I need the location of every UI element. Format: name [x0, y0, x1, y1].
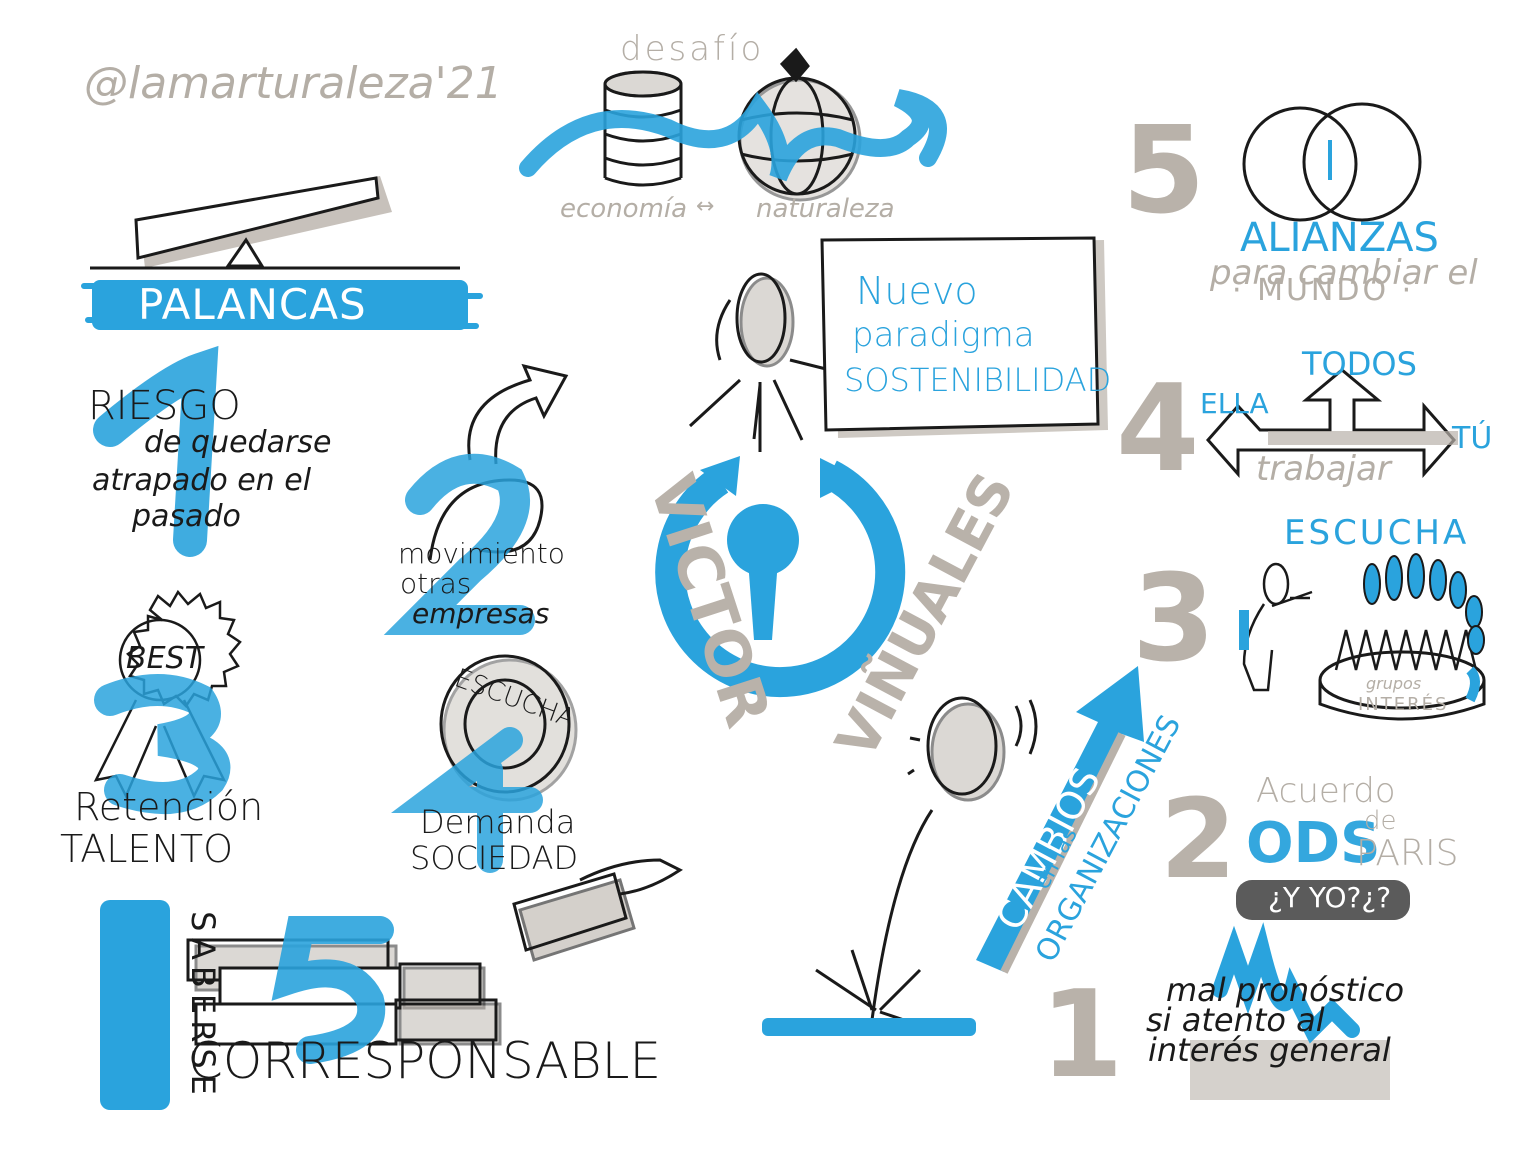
- audience-base-bottom: INTERÉS: [1358, 694, 1449, 715]
- left-2-line-2: otras: [400, 567, 472, 600]
- left-2-line-1: movimiento: [398, 537, 565, 570]
- economia-label: economía: [560, 194, 688, 224]
- crossroads-top: TODOS: [1302, 345, 1417, 383]
- acuerdo-line-1: Acuerdo: [1256, 771, 1396, 811]
- left-number-1-arrow: [93, 345, 219, 557]
- board-line-3: SOSTENIBILIDAD: [844, 361, 1112, 399]
- center-logo-icon: [655, 456, 906, 698]
- board-line-1: Nuevo: [856, 269, 978, 313]
- blue-number-5-stroke: [271, 916, 394, 1064]
- coin-stack-icon: [603, 70, 683, 187]
- economia-arrow: ↔: [696, 194, 715, 219]
- audience-icon: [1318, 553, 1486, 721]
- credit-text: @lamarturaleza'21: [84, 58, 503, 109]
- palancas-highlight: [81, 280, 483, 330]
- acuerdo-line-3: PARIS: [1356, 833, 1459, 874]
- left-5-line-1: CORRESPONSABLE: [188, 1032, 662, 1090]
- crossroads-arrows-icon: [1205, 368, 1458, 478]
- presentation-board: [820, 236, 1108, 438]
- escucha-title: ESCUCHA: [1284, 513, 1470, 553]
- listener-figure-icon: [1239, 562, 1313, 692]
- left-3-line-2: TALENTO: [60, 827, 233, 871]
- crossroads-left: ELLA: [1200, 387, 1269, 420]
- audience-base-top: grupos: [1366, 674, 1422, 693]
- right-1-line-3: interés general: [1148, 1031, 1391, 1069]
- yo-tag-label: ¿Y YO?¿?: [1268, 881, 1392, 914]
- blue-number-2-stroke: [383, 453, 535, 635]
- left-1-line-1: RIESGO: [88, 383, 241, 429]
- blue-zigzag: [1212, 922, 1360, 1044]
- right-5-line-2: para cambiar el: [1210, 253, 1478, 293]
- yo-tag: [1236, 880, 1410, 920]
- left-4-line-2: SOCIEDAD: [410, 839, 579, 877]
- crossroads-bottom: trabajar: [1256, 449, 1391, 489]
- saberse-highlight: [100, 900, 170, 1110]
- right-5-line-3: · MUNDO ·: [1232, 273, 1415, 308]
- hand-card-icon: [512, 858, 683, 962]
- right-number-4: 4: [1116, 360, 1200, 499]
- desafio-title: desafío: [620, 29, 765, 69]
- blue-scribble: [519, 89, 947, 182]
- cambios-arrow: [976, 666, 1144, 974]
- left-1-line-4: pasado: [132, 499, 241, 534]
- curved-arrow-icon: [428, 363, 569, 561]
- right-number-5: 5: [1122, 102, 1206, 241]
- right-1-line-2: si atento al: [1146, 1001, 1325, 1039]
- left-3-line-1: Retención: [74, 785, 264, 829]
- crossroads-right: TÚ: [1452, 421, 1493, 456]
- right-number-2: 2: [1160, 775, 1237, 903]
- venn-circles-icon: [1242, 102, 1422, 222]
- right-number-3: 3: [1132, 550, 1216, 689]
- globe-icon: [737, 47, 862, 202]
- left-4-line-1: Demanda: [420, 803, 576, 841]
- left-2-line-3: empresas: [412, 597, 550, 630]
- naturaleza-label: naturaleza: [756, 194, 895, 224]
- interes-gray-mark: [1190, 1040, 1390, 1100]
- board-line-2: paradigma: [852, 315, 1035, 355]
- ground-line: [762, 1018, 976, 1036]
- blue-number-4-stroke: [391, 727, 543, 873]
- acuerdo-line-2: de: [1364, 806, 1397, 836]
- right-1-line-1: mal pronóstico: [1166, 971, 1405, 1009]
- right-number-1: 1: [1040, 966, 1124, 1105]
- best-badge-label: BEST: [126, 641, 203, 676]
- blue-number-3-stroke: [94, 674, 231, 814]
- right-5-line-1: ALIANZAS: [1240, 215, 1439, 261]
- seesaw-lever-icon: [90, 176, 460, 270]
- ods-label: ODS: [1246, 811, 1381, 876]
- presenter-icon: [688, 272, 831, 452]
- jumping-figure-icon: [815, 696, 1038, 1024]
- left-1-line-3: atrapado en el: [92, 463, 312, 498]
- left-1-line-2: de quedarse: [144, 425, 332, 460]
- palancas-header: PALANCAS: [138, 280, 367, 329]
